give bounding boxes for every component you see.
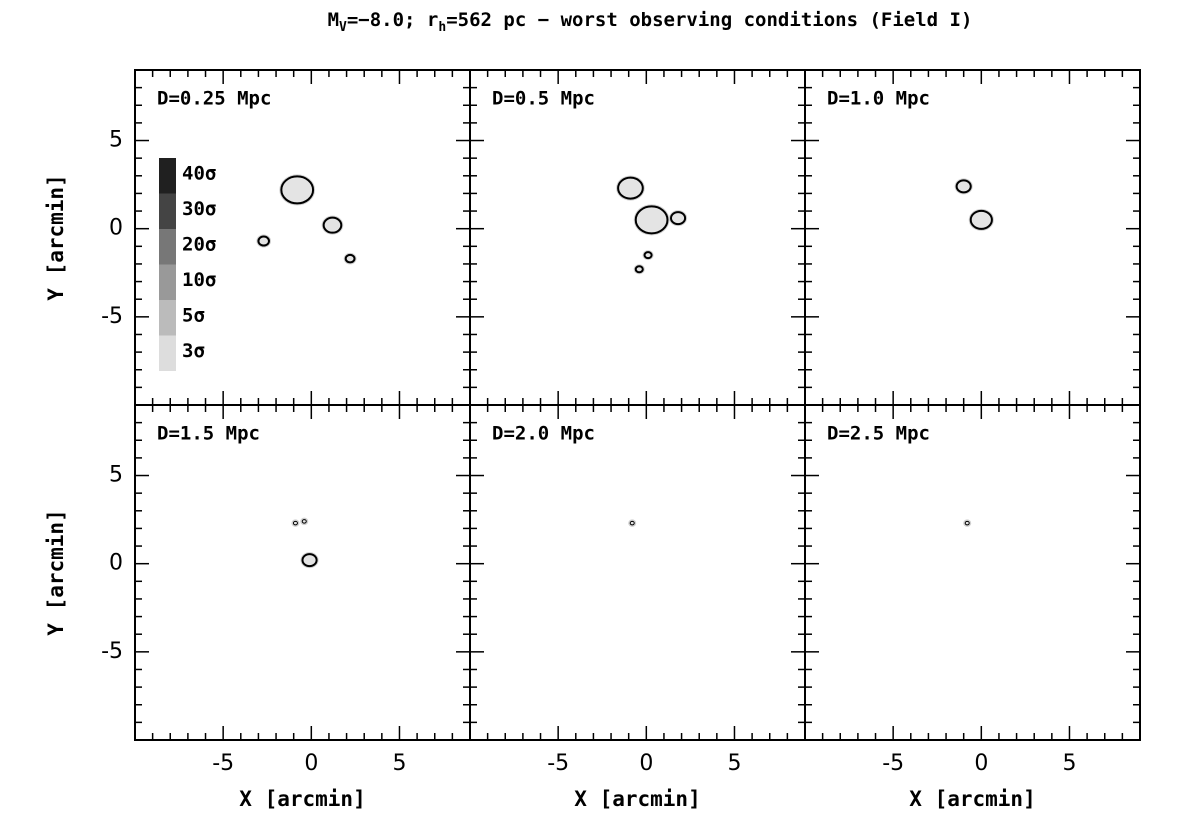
legend-swatch — [159, 335, 176, 371]
title-part: =562 pc − worst observing conditions (Fi… — [446, 9, 972, 31]
detection-contour — [280, 175, 315, 205]
detection-contour — [617, 176, 644, 200]
title-part: V — [339, 20, 347, 35]
panel-frame — [469, 404, 806, 741]
legend-label: 3σ — [182, 340, 205, 362]
figure-title: MV=−8.0; rh=562 pc − worst observing con… — [328, 9, 973, 36]
y-axis-label: Y [arcmin] — [44, 174, 68, 300]
y-axis-label: Y [arcmin] — [44, 509, 68, 635]
detection-contour — [629, 520, 635, 526]
detection-contour — [634, 265, 644, 274]
legend-label: 5σ — [182, 305, 205, 327]
detection-contour — [964, 520, 970, 526]
x-tick-label: -5 — [212, 751, 234, 776]
detection-contour — [634, 205, 669, 235]
detection-contour — [322, 216, 343, 234]
legend-swatch — [159, 229, 176, 265]
detection-contour — [344, 253, 356, 264]
legend-label: 40σ — [182, 163, 216, 185]
detection-contour — [301, 553, 318, 568]
y-tick-label: 5 — [109, 128, 123, 153]
x-tick-label: -5 — [547, 751, 569, 776]
title-part: h — [438, 20, 446, 35]
legend-swatch — [159, 264, 176, 300]
legend-swatch — [159, 193, 176, 229]
x-axis-label: X [arcmin] — [909, 787, 1035, 811]
x-axis-label: X [arcmin] — [574, 787, 700, 811]
detection-contour — [292, 520, 298, 526]
x-axis-label: X [arcmin] — [239, 787, 365, 811]
legend-label: 30σ — [182, 198, 216, 220]
legend-label: 20σ — [182, 234, 216, 256]
title-part: =−8.0; r — [347, 9, 439, 31]
panel-title: D=1.5 Mpc — [157, 423, 260, 445]
y-tick-label: 0 — [109, 551, 123, 576]
legend-swatch — [159, 158, 176, 194]
x-tick-label: 5 — [727, 751, 741, 776]
legend-label: 10σ — [182, 269, 216, 291]
panel-frame — [804, 404, 1141, 741]
detection-contour — [670, 211, 687, 226]
x-tick-label: 0 — [639, 751, 653, 776]
panel-title: D=0.5 Mpc — [492, 88, 595, 110]
x-tick-label: 5 — [1062, 751, 1076, 776]
detection-contour — [969, 209, 993, 230]
panel-title: D=1.0 Mpc — [827, 88, 930, 110]
title-part: M — [328, 9, 339, 31]
detection-contour — [301, 519, 307, 524]
detection-contour — [955, 179, 972, 194]
x-tick-label: 0 — [304, 751, 318, 776]
detection-contour — [257, 235, 271, 247]
y-tick-label: 0 — [109, 216, 123, 241]
x-tick-label: -5 — [882, 751, 904, 776]
detection-contour — [643, 251, 653, 260]
legend-swatch — [159, 300, 176, 336]
panel-title: D=0.25 Mpc — [157, 88, 271, 110]
panel-title: D=2.5 Mpc — [827, 423, 930, 445]
panel-frame — [134, 404, 471, 741]
y-tick-label: -5 — [101, 639, 123, 664]
y-tick-label: 5 — [109, 463, 123, 488]
x-tick-label: 5 — [392, 751, 406, 776]
panel-frame — [469, 69, 806, 406]
y-tick-label: -5 — [101, 304, 123, 329]
x-tick-label: 0 — [974, 751, 988, 776]
panel-frame — [804, 69, 1141, 406]
panel-title: D=2.0 Mpc — [492, 423, 595, 445]
